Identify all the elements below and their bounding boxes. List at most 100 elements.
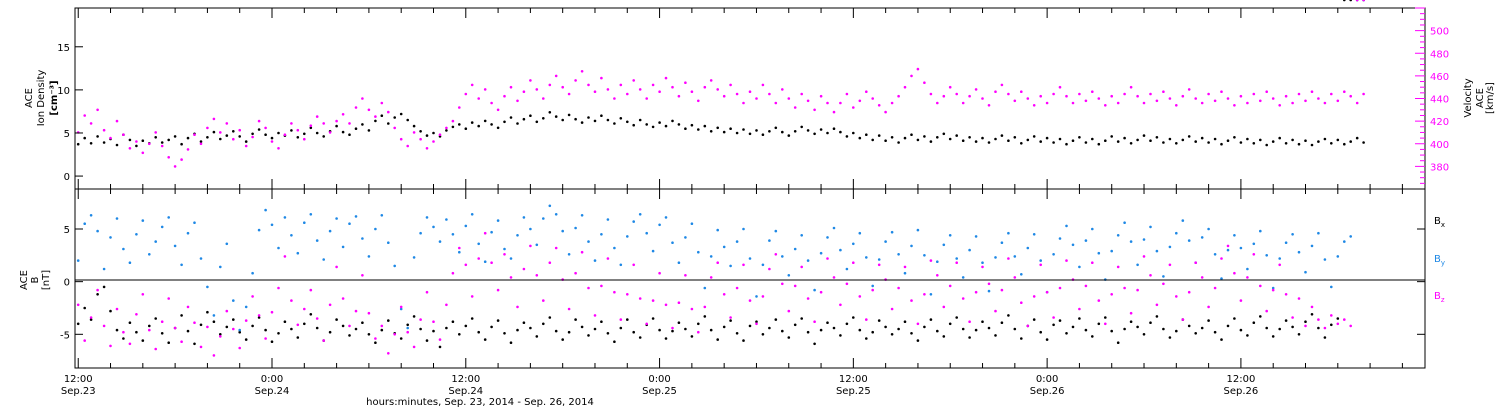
- bz-point: [936, 274, 939, 277]
- x-tick-label-date: Sep.25: [642, 386, 677, 397]
- by-point: [160, 225, 164, 229]
- plasma-x-ticks: [77, 8, 1403, 189]
- velocity-point: [206, 126, 209, 130]
- by-point: [419, 231, 422, 235]
- bz-point: [1220, 257, 1223, 260]
- bx-point: [961, 327, 965, 331]
- density-point: [1000, 134, 1004, 137]
- density-point: [141, 139, 145, 142]
- by-point: [645, 231, 648, 235]
- bz-point: [1084, 284, 1088, 288]
- bx-point: [910, 332, 913, 335]
- by-point: [1071, 243, 1075, 247]
- bz-point: [1142, 255, 1146, 258]
- bz-point: [1187, 290, 1191, 294]
- bx-point: [122, 337, 125, 340]
- bz-point: [722, 293, 726, 296]
- bz-point: [923, 293, 926, 296]
- velocity-point: [322, 122, 326, 125]
- by-point: [529, 227, 532, 231]
- bx-point: [1330, 323, 1333, 327]
- density-point: [76, 142, 80, 146]
- bz-point: [496, 288, 500, 292]
- bz-point: [1304, 324, 1307, 328]
- by-point: [432, 225, 435, 229]
- bz-point: [613, 290, 616, 294]
- bx-point: [638, 336, 642, 339]
- by-point: [542, 217, 545, 220]
- bx-point: [251, 324, 254, 328]
- density-point: [658, 121, 661, 124]
- velocity-point: [813, 108, 816, 112]
- velocity-point: [522, 90, 526, 93]
- by-point: [167, 216, 170, 219]
- velocity-point: [897, 94, 900, 98]
- velocity-point: [212, 117, 216, 121]
- velocity-point: [219, 131, 222, 134]
- by-point: [374, 227, 377, 231]
- bz-point: [173, 326, 177, 330]
- velocity-point: [884, 110, 887, 114]
- density-point: [1200, 136, 1204, 140]
- bz-point: [335, 265, 338, 269]
- bx-point: [1278, 327, 1281, 331]
- density-point: [903, 136, 907, 140]
- bz-point: [128, 342, 132, 346]
- x-tick-label-time: 0:00: [648, 374, 670, 385]
- bz-point: [800, 265, 803, 269]
- density-point: [419, 130, 422, 133]
- bz-point: [1226, 244, 1230, 248]
- velocity-point: [425, 147, 429, 150]
- density-point: [1116, 140, 1120, 143]
- density-point: [1181, 138, 1185, 142]
- velocity-point: [677, 94, 681, 98]
- bx-point: [626, 318, 629, 321]
- density-point: [1168, 137, 1172, 141]
- density-point: [1149, 139, 1152, 142]
- velocity-point: [483, 88, 487, 91]
- density-point: [1233, 136, 1236, 139]
- bx-point: [315, 326, 319, 330]
- bz-point: [748, 299, 752, 302]
- velocity-point: [1181, 94, 1185, 98]
- bz-point: [1175, 295, 1178, 298]
- density-point: [180, 142, 183, 146]
- velocity-point: [89, 122, 93, 125]
- by-point: [1349, 235, 1352, 238]
- velocity-point: [354, 106, 358, 109]
- by-point: [186, 231, 190, 235]
- velocity-point: [238, 128, 241, 132]
- bz-point: [445, 303, 448, 307]
- bz-point: [1271, 288, 1275, 292]
- velocity-point: [735, 92, 739, 96]
- by-point: [600, 233, 603, 236]
- bz-point: [716, 261, 719, 265]
- bx-point: [664, 337, 668, 340]
- bz-point: [1032, 295, 1036, 298]
- velocity-point: [141, 151, 145, 155]
- bx-point: [387, 319, 390, 322]
- by-point: [277, 246, 280, 250]
- bx-point: [1123, 327, 1126, 331]
- bx-point: [399, 337, 403, 340]
- density-point: [942, 132, 946, 136]
- velocity-point: [1116, 101, 1120, 105]
- velocity-point: [542, 97, 545, 100]
- velocity-point: [574, 79, 577, 82]
- bx-point: [768, 326, 771, 330]
- bx-point: [1116, 341, 1120, 345]
- x-tick-label-time: 0:00: [261, 374, 283, 385]
- bz-point: [968, 320, 971, 324]
- density-point: [936, 136, 939, 139]
- bx-point: [742, 339, 745, 342]
- by-point: [83, 222, 86, 225]
- velocity-point: [632, 79, 635, 82]
- bz-point: [154, 347, 157, 351]
- bx-point: [735, 332, 739, 335]
- bx-point: [871, 330, 874, 334]
- velocity-point: [309, 124, 313, 127]
- density-point: [470, 121, 474, 124]
- by-point: [1200, 236, 1204, 239]
- by-point: [406, 326, 410, 330]
- density-point: [845, 135, 849, 138]
